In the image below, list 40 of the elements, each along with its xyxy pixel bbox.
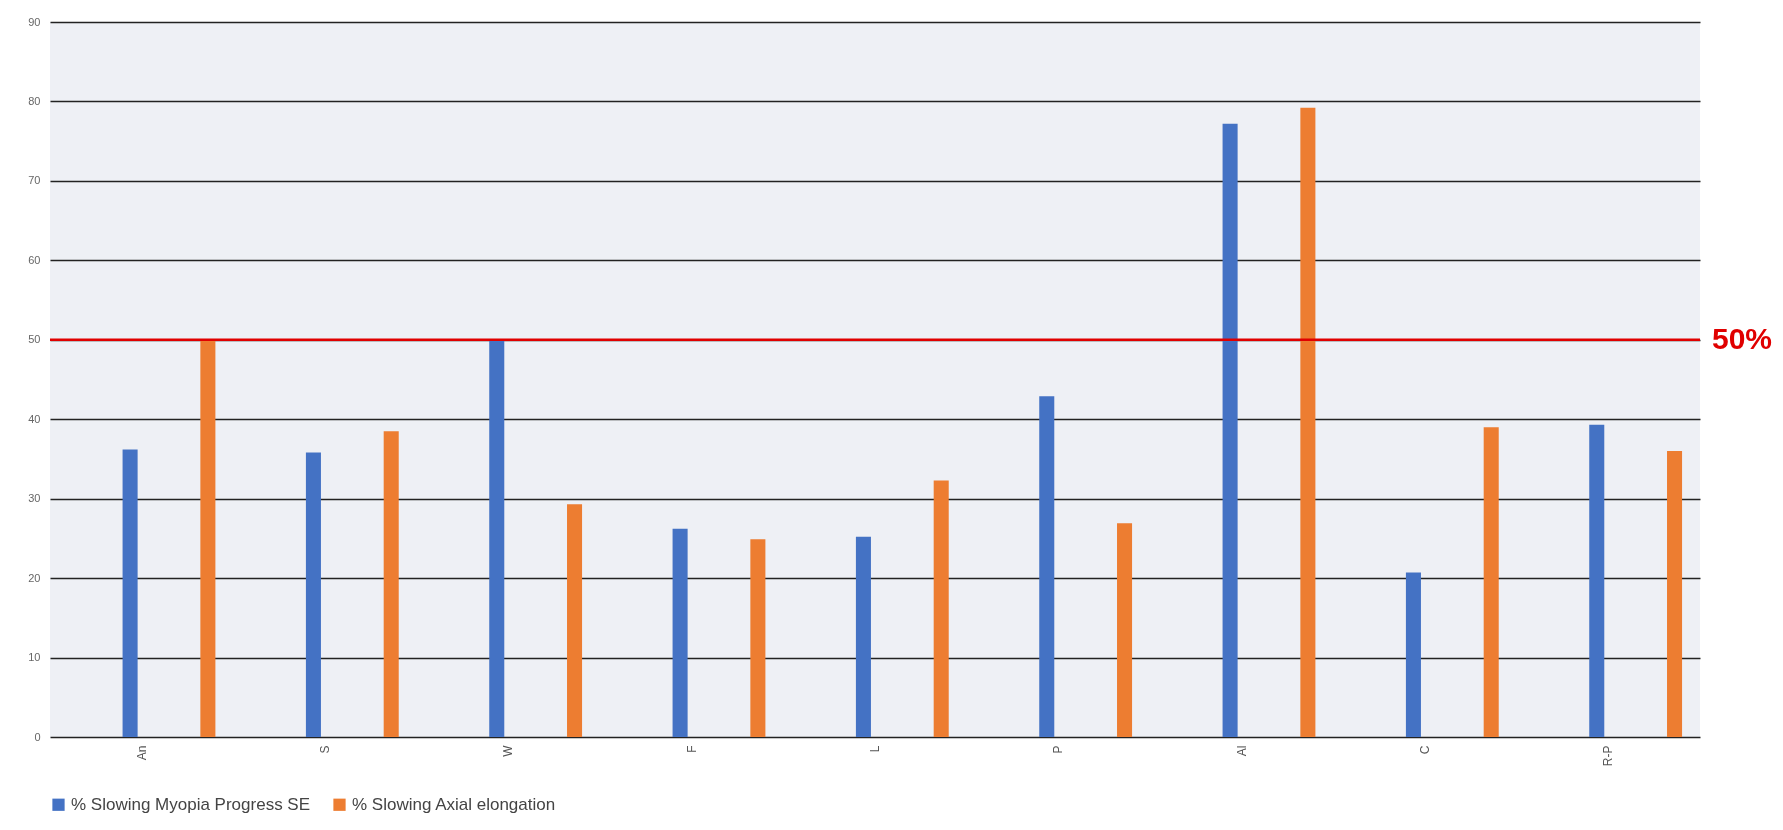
bar <box>1222 123 1238 737</box>
bar <box>1667 451 1683 737</box>
legend-label: % Slowing Myopia Progress SE <box>71 794 311 814</box>
bar <box>1300 107 1316 737</box>
x-tick-label: W <box>501 744 516 757</box>
ref-line-label: 50% <box>1712 321 1773 355</box>
bar <box>1405 572 1421 737</box>
y-tick-label: 50 <box>28 333 41 346</box>
bar <box>1483 427 1499 737</box>
x-tick-label: C <box>1418 745 1432 755</box>
bar <box>855 536 871 737</box>
x-tick-label: Al <box>1234 745 1249 757</box>
y-tick-label: 0 <box>34 730 41 743</box>
y-tick-label: 30 <box>28 492 41 505</box>
x-tick-label: R-P <box>1601 745 1616 767</box>
bar <box>672 528 688 737</box>
x-tick-label: An <box>134 745 149 761</box>
y-tick-label: 80 <box>28 94 41 107</box>
legend-label: % Slowing Axial elongation <box>352 794 556 814</box>
y-tick-label: 20 <box>28 571 41 584</box>
bar <box>567 504 583 737</box>
bar <box>122 449 138 737</box>
y-tick-label: 10 <box>28 651 41 664</box>
bar <box>1589 424 1605 737</box>
bar <box>305 452 321 737</box>
x-tick-label: F <box>684 745 699 753</box>
bar <box>383 431 399 737</box>
bar <box>1039 396 1055 737</box>
bar <box>1117 523 1133 737</box>
y-tick-label: 60 <box>28 253 41 266</box>
bar <box>200 339 216 737</box>
y-tick-label: 40 <box>28 412 41 425</box>
x-tick-label: S <box>318 745 332 754</box>
bar <box>933 480 949 737</box>
bar <box>489 339 505 737</box>
y-tick-label: 70 <box>28 174 41 187</box>
y-tick-label: 90 <box>28 15 41 28</box>
bar <box>750 539 766 737</box>
x-tick-label: P <box>1051 745 1066 754</box>
x-tick-label: L <box>868 745 882 753</box>
